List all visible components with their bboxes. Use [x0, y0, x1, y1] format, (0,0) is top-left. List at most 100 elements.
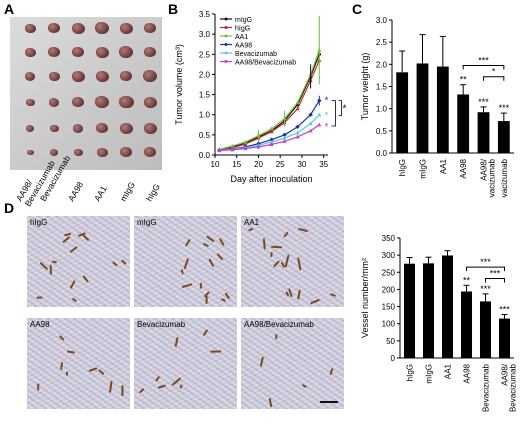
data-point [282, 132, 287, 138]
x-tick-label: 10 [211, 160, 220, 169]
data-point [308, 128, 313, 133]
tumor-specimen [24, 23, 36, 33]
tumor-specimen [144, 23, 156, 34]
data-point [256, 144, 261, 149]
vessel-stain [271, 252, 274, 258]
data-point [269, 137, 274, 142]
vessel-stain [275, 334, 278, 340]
bar-5 [497, 121, 510, 153]
legend-marker [224, 34, 228, 38]
x-tick-label: Bevacizumab [500, 158, 509, 198]
vessel-stain [181, 269, 184, 275]
y-axis-label: Vessel number/mm² [360, 258, 370, 338]
bar-1 [416, 63, 429, 153]
vessel-stain [67, 350, 76, 354]
vessel-stain [199, 283, 202, 290]
vessel-stain [98, 369, 105, 375]
significance-mark: *** [490, 268, 501, 278]
data-point [317, 122, 322, 127]
vessel-stain [208, 258, 215, 267]
significance-mark: * [325, 111, 329, 122]
vessel-stain [301, 383, 307, 388]
tumor-specimen [24, 47, 36, 57]
vessel-stain [71, 297, 78, 302]
bar-annotation: ** [460, 75, 468, 85]
data-point [243, 139, 248, 144]
bar-annotation: *** [499, 103, 510, 113]
vessel-stain [111, 260, 118, 267]
y-tick-label: 100 [382, 320, 396, 329]
bar-3 [457, 94, 470, 153]
tumor-specimen [118, 95, 134, 109]
vessel-stain [82, 274, 89, 283]
vessel-stain [330, 367, 334, 376]
bar-0 [396, 72, 409, 153]
tumor-specimen [71, 22, 85, 34]
y-tick-label: 2.0 [199, 70, 211, 79]
tumor-specimen [95, 46, 109, 58]
tumor-specimen [96, 147, 108, 157]
x-tick-label: mIgG [419, 159, 428, 179]
vessel-stain [69, 280, 76, 290]
legend-entry: hIgG [235, 25, 250, 32]
y-tick-label: 2.5 [376, 38, 388, 47]
x-tick-label: 15 [232, 160, 241, 169]
vessel-stain [62, 236, 71, 244]
tumor-specimen [119, 122, 133, 134]
vessel-stain [285, 291, 290, 297]
legend-entry: mIgG [235, 17, 252, 24]
bar-annotation: *** [480, 284, 491, 294]
micrograph-label: mIgG [137, 218, 157, 227]
micrograph-tile-1: hIgG [27, 216, 130, 307]
data-point [317, 112, 322, 117]
y-tick-label: 0.5 [199, 131, 211, 140]
tumor-specimen [119, 46, 133, 58]
significance-bracket [483, 76, 505, 81]
bar-2 [441, 255, 454, 358]
legend-entry: AA1 [235, 34, 248, 41]
vessel-stain [280, 261, 286, 268]
significance-mark: * [343, 104, 347, 115]
legend-entry: Bevacizumab [235, 51, 277, 58]
tumor-specimen [95, 22, 109, 34]
data-point [269, 142, 274, 147]
y-tick-label: 3.5 [199, 10, 211, 19]
data-point [295, 100, 300, 105]
vessel-stain [210, 350, 222, 353]
tumor-specimen [26, 149, 34, 156]
vessel-stain [158, 385, 167, 390]
data-point [295, 130, 300, 135]
vessel-stain [268, 398, 273, 408]
tumor-specimen [25, 98, 35, 107]
tumor-specimen [143, 122, 157, 134]
tumor-specimen [71, 70, 85, 82]
bar-annotation: *** [499, 304, 510, 314]
vessel-stain [219, 237, 225, 246]
tumor-weight-svg: 0.0 0.5 1.0 1.5 2.0 2.5 3.0 Tumor weight (g) hIg… [360, 16, 514, 207]
y-axis-label: Tumor volume (cm³) [174, 44, 184, 125]
significance-mark: * [492, 67, 496, 77]
vessel-stain [329, 292, 337, 297]
x-tick-label: AA1 [439, 158, 448, 174]
panel-letter-c: C [352, 1, 363, 17]
y-tick-label: 0 [391, 354, 396, 363]
tumor-specimen [120, 147, 132, 158]
data-point [269, 129, 274, 134]
vessel-stain [121, 385, 124, 397]
significance-bracket [338, 100, 342, 116]
data-point [295, 106, 300, 111]
vessel-stain [83, 233, 91, 241]
x-tick-label: AA98/Bevacizumab [501, 363, 518, 412]
scale-bar [320, 401, 338, 403]
vessel-stain [174, 337, 179, 347]
tumor-specimen [48, 47, 60, 58]
tumor-specimen [120, 71, 132, 82]
micrograph-tile-4: AA98 [27, 318, 130, 409]
tumor-specimen [50, 149, 58, 156]
data-point [308, 121, 313, 126]
vessel-stain [89, 367, 99, 372]
micrograph-tile-2: mIgG [134, 216, 237, 307]
y-tick-label: 150 [382, 303, 396, 312]
data-point [269, 126, 274, 131]
vessel-stain [171, 377, 181, 386]
